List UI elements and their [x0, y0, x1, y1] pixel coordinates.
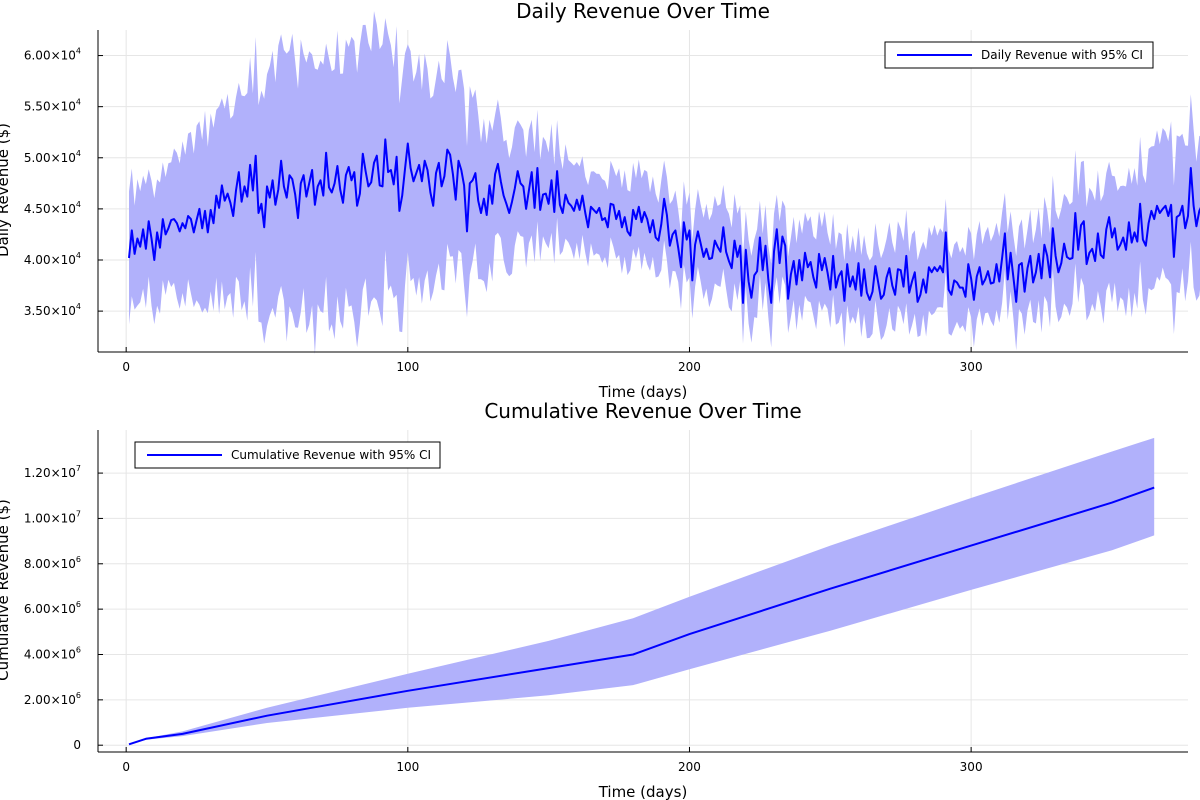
- y-tick-mantissa: 5.50×10: [24, 100, 76, 114]
- y-tick-exponent: 4: [76, 47, 81, 56]
- y-tick-mantissa: 0: [73, 738, 81, 752]
- cumulative-grid: [98, 430, 1188, 752]
- y-tick-mantissa: 1.20×10: [24, 466, 76, 480]
- y-tick-label: 4.00×104: [24, 251, 81, 267]
- cumulative-revenue-panel: 0 100 200 30002.00×1064.00×1066.00×1068.00×…: [0, 399, 1188, 800]
- daily-legend: Daily Revenue with 95% CI: [884, 41, 1154, 69]
- daily-x-axis-label: Time (days): [598, 383, 688, 401]
- y-tick-label: 2.00×106: [24, 691, 81, 707]
- y-tick-exponent: 6: [76, 555, 81, 564]
- daily-tick-labels: 0 100 200 3003.50×1044.00×1044.50×1045.00×1…: [24, 47, 983, 374]
- y-tick-label: 6.00×104: [24, 47, 81, 63]
- x-tick-label: 200: [678, 360, 701, 374]
- y-tick-label: 4.00×106: [24, 645, 81, 661]
- y-tick-mantissa: 4.50×10: [24, 202, 76, 216]
- y-tick-exponent: 6: [76, 645, 81, 654]
- daily-revenue-panel: 0 100 200 3003.50×1044.00×1044.50×1045.00×1…: [0, 0, 1200, 401]
- daily-revenue-line: [128, 138, 1200, 304]
- daily-axes: [97, 30, 1188, 353]
- y-tick-exponent: 4: [76, 302, 81, 311]
- y-tick-mantissa: 1.00×10: [24, 511, 76, 525]
- daily-legend-label: Daily Revenue with 95% CI: [981, 48, 1143, 62]
- y-tick-exponent: 4: [76, 251, 81, 260]
- y-tick-mantissa: 6.00×10: [24, 602, 76, 616]
- y-tick-label: 8.00×106: [24, 555, 81, 571]
- y-tick-mantissa: 8.00×10: [24, 557, 76, 571]
- y-tick-mantissa: 4.00×10: [24, 253, 76, 267]
- y-tick-exponent: 6: [76, 600, 81, 609]
- y-tick-label: 0: [73, 738, 81, 752]
- x-tick-label: 300: [960, 360, 983, 374]
- cumulative-tick-labels: 0 100 200 30002.00×1064.00×1066.00×1068.00×…: [24, 464, 983, 774]
- cumulative-axes: [97, 430, 1188, 753]
- daily-ci-band: [129, 11, 1200, 355]
- y-tick-label: 3.50×104: [24, 302, 81, 318]
- daily-y-axis-label: Daily Revenue ($): [0, 123, 12, 257]
- y-tick-exponent: 7: [76, 509, 81, 518]
- y-tick-mantissa: 4.00×10: [24, 647, 76, 661]
- y-tick-label: 6.00×106: [24, 600, 81, 616]
- x-tick-label: 100: [396, 760, 419, 774]
- x-tick-label: 0: [122, 360, 130, 374]
- y-tick-exponent: 6: [76, 691, 81, 700]
- x-tick-label: 300: [960, 760, 983, 774]
- y-tick-mantissa: 5.00×10: [24, 151, 76, 165]
- y-tick-label: 1.20×107: [24, 464, 81, 480]
- cumulative-x-axis-label: Time (days): [598, 783, 688, 800]
- cumulative-legend-label: Cumulative Revenue with 95% CI: [231, 448, 431, 462]
- cumulative-chart-title: Cumulative Revenue Over Time: [484, 399, 801, 423]
- y-tick-exponent: 4: [76, 149, 81, 158]
- y-tick-mantissa: 2.00×10: [24, 693, 76, 707]
- y-tick-exponent: 4: [76, 98, 81, 107]
- x-tick-label: 100: [396, 360, 419, 374]
- y-tick-mantissa: 3.50×10: [24, 304, 76, 318]
- cumulative-legend: Cumulative Revenue with 95% CI: [134, 441, 441, 469]
- y-tick-mantissa: 6.00×10: [24, 49, 76, 63]
- y-tick-label: 1.00×107: [24, 509, 81, 525]
- y-tick-label: 5.50×104: [24, 98, 81, 114]
- x-tick-label: 0: [122, 760, 130, 774]
- y-tick-exponent: 7: [76, 464, 81, 473]
- daily-chart-title: Daily Revenue Over Time: [516, 0, 770, 23]
- y-tick-label: 4.50×104: [24, 200, 81, 216]
- cumulative-y-axis-label: Cumulative Revenue ($): [0, 499, 12, 681]
- y-tick-label: 5.00×104: [24, 149, 81, 165]
- cumulative-ci-band: [129, 437, 1155, 745]
- x-tick-label: 200: [678, 760, 701, 774]
- y-tick-exponent: 4: [76, 200, 81, 209]
- cumulative-revenue-line: [128, 486, 1155, 746]
